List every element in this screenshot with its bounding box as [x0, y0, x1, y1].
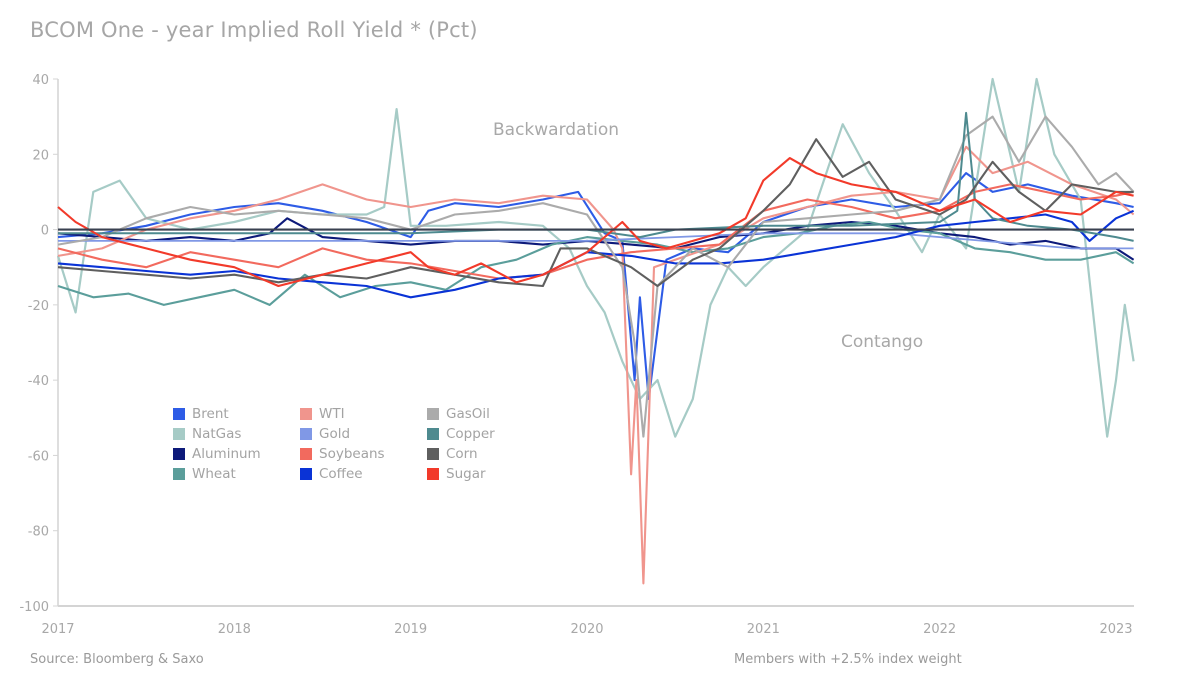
legend-swatch	[427, 467, 439, 480]
legend-swatch	[300, 467, 312, 480]
legend-item-coffee[interactable]: Coffee	[300, 464, 427, 483]
legend-swatch	[427, 407, 439, 420]
legend-item-sugar[interactable]: Sugar	[427, 464, 554, 483]
series-line-brent	[57, 172, 1134, 401]
legend-swatch	[300, 407, 312, 420]
series-line-sugar	[57, 157, 1134, 288]
legend-item-copper[interactable]: Copper	[427, 424, 554, 443]
series-line-gold	[58, 232, 1134, 250]
y-tick-label: -40	[28, 374, 49, 389]
legend-swatch	[173, 467, 185, 480]
legend-label: Soybeans	[319, 445, 385, 462]
series-layer	[56, 77, 1135, 585]
chart-title: BCOM One - year Implied Roll Yield * (Pc…	[30, 18, 478, 42]
series-line-copper	[58, 111, 1134, 242]
legend-item-brent[interactable]: Brent	[173, 404, 300, 423]
legend-swatch	[427, 447, 439, 460]
legend-item-gasoil[interactable]: GasOil	[427, 404, 554, 423]
source-note: Source: Bloomberg & Saxo	[30, 652, 204, 667]
y-tick-label: 20	[32, 148, 49, 163]
axes: 40 20 0 -20 -40 -60 -80 -100 2017 2018 2019 2020 202…	[19, 73, 1134, 637]
legend-swatch	[173, 407, 185, 420]
series-line-wheat	[57, 220, 1135, 306]
legend-label: Aluminum	[192, 445, 261, 462]
legend-item-gold[interactable]: Gold	[300, 424, 427, 443]
legend-label: Brent	[192, 405, 229, 422]
legend-item-wti[interactable]: WTI	[300, 404, 427, 423]
y-tick-label: -20	[28, 299, 49, 314]
legend-swatch	[173, 427, 185, 440]
legend-item-wheat[interactable]: Wheat	[173, 464, 300, 483]
legend-label: Copper	[446, 425, 495, 442]
x-tick-label: 2020	[570, 622, 603, 637]
x-tick-label: 2019	[394, 622, 427, 637]
x-tick-label: 2023	[1099, 622, 1132, 637]
x-tick-label: 2017	[41, 622, 74, 637]
series-line-soybeans	[57, 183, 1134, 280]
series-line-corn	[57, 138, 1134, 288]
y-tick-label: -60	[28, 449, 49, 464]
x-tick-label: 2021	[747, 622, 780, 637]
y-tick-label: 40	[32, 73, 49, 88]
legend-swatch	[300, 427, 312, 440]
legend-swatch	[173, 447, 185, 460]
legend-label: GasOil	[446, 405, 490, 422]
legend-swatch	[300, 447, 312, 460]
legend-label: Gold	[319, 425, 351, 442]
legend-label: NatGas	[192, 425, 242, 442]
y-tick-label: -100	[19, 600, 49, 615]
legend-label: Corn	[446, 445, 478, 462]
annotation-backwardation: Backwardation	[493, 120, 619, 140]
legend-item-soybeans[interactable]: Soybeans	[300, 444, 427, 463]
series-line-gasoil	[57, 115, 1135, 438]
y-tick-label: 0	[41, 224, 49, 239]
legend-swatch	[427, 427, 439, 440]
annotation-contango: Contango	[841, 332, 923, 352]
legend-label: Wheat	[192, 465, 236, 482]
legend-item-corn[interactable]: Corn	[427, 444, 554, 463]
y-tick-label: -80	[28, 525, 49, 540]
legend: Brent WTI GasOil NatGas Gold Copper Aluminum So…	[173, 404, 554, 483]
legend-item-aluminum[interactable]: Aluminum	[173, 444, 300, 463]
members-note: Members with +2.5% index weight	[734, 652, 962, 667]
x-tick-label: 2022	[923, 622, 956, 637]
legend-label: Coffee	[319, 465, 363, 482]
legend-label: Sugar	[446, 465, 486, 482]
legend-item-natgas[interactable]: NatGas	[173, 424, 300, 443]
legend-label: WTI	[319, 405, 345, 422]
x-tick-label: 2018	[218, 622, 251, 637]
